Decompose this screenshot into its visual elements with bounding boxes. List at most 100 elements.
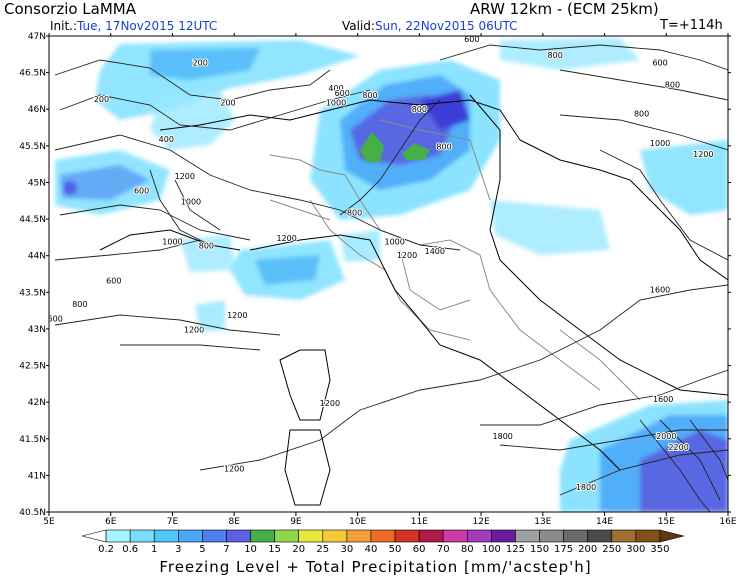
valid-time: Valid:Sun, 22Nov2015 06UTC [342, 19, 518, 33]
contour-label: 800 [72, 300, 87, 309]
colorbar-swatch [394, 529, 420, 543]
colorbar-label: 60 [413, 544, 426, 555]
contour-label: 800 [665, 80, 680, 89]
lat-label: 43.5N [19, 288, 46, 298]
lon-label: 7E [167, 517, 179, 527]
colorbar-label: 5 [199, 544, 205, 555]
lon-label: 8E [228, 517, 240, 527]
init-value: Tue, 17Nov2015 12UTC [77, 19, 218, 33]
lat-label: 45.5N [19, 142, 46, 152]
lon-label: 16E [719, 517, 736, 527]
contour-label: 1000 [384, 238, 404, 247]
contour-label: 400 [328, 84, 343, 93]
contour-label: 1000 [326, 99, 346, 108]
contour-label: 600 [464, 35, 479, 44]
lon-label: 11E [411, 517, 428, 527]
longitude-labels: 5E 6E 7E 8E 9E 10E 11E 12E 13E 14E 15E 16E [43, 517, 737, 527]
colorbar-label: 0.2 [98, 544, 114, 555]
colorbar-label: 200 [578, 544, 597, 555]
map-frame [48, 35, 729, 513]
contour-label: 2200 [668, 443, 688, 452]
precip-patch-green [360, 132, 384, 162]
contour-label: 1000 [181, 197, 201, 206]
title-left: Consorzio LaMMA [4, 0, 136, 18]
contour-label: 2000 [656, 432, 676, 441]
contour-label: 600 [335, 89, 350, 98]
footer-caption: Freezing Level + Total Precipitation [mm… [159, 558, 592, 576]
contour-label: 1000 [162, 238, 182, 247]
contour-label: 1800 [576, 483, 596, 492]
lat-label: 40.5N [19, 508, 46, 518]
colorbar-label: 100 [482, 544, 501, 555]
contour-label: 1200 [184, 326, 204, 335]
contour-label: 1400 [425, 247, 445, 256]
latitude-labels: 47N 46.5N 46N 45.5N 45N 44.5N 44N 43.5N 43N 42.5N… [19, 32, 46, 518]
contour-label: 1000 [650, 139, 670, 148]
contour-label: 600 [652, 58, 667, 67]
contour-label: 800 [548, 51, 563, 60]
contour-label: 1600 [653, 395, 673, 404]
init-time: Init.:Tue, 17Nov2015 12UTC [50, 19, 217, 33]
forecast-step: T=+114h [660, 18, 723, 33]
contour-label: 1200 [227, 311, 247, 320]
borders-coastlines [99, 94, 728, 506]
colorbar-swatch [539, 529, 564, 543]
colorbar-swatch [250, 529, 275, 543]
contour-label: 1200 [320, 399, 340, 408]
axis-ticks [46, 33, 731, 516]
contour-label: 800 [436, 143, 451, 152]
colorbar-label: 350 [650, 544, 669, 555]
contour-label: 800 [199, 241, 214, 250]
colorbar-label: 300 [626, 544, 645, 555]
contour-label: 800 [412, 105, 427, 114]
lat-label: 45N [28, 178, 46, 188]
lon-label: 9E [290, 517, 302, 527]
colorbar-label: 3 [175, 544, 181, 555]
contour-label: 400 [159, 135, 174, 144]
colorbar-swatch [346, 529, 372, 543]
colorbar-swatch [105, 529, 131, 543]
colorbar-swatch [298, 529, 324, 543]
colorbar-labels: 0.2 0.6 1 3 5 7 10 15 20 25 30 40 50 60 70 80 100 125 150 1… [98, 544, 669, 555]
lat-label: 42N [28, 398, 46, 408]
contour-label: 1200 [276, 234, 296, 243]
colorbar-label: 50 [389, 544, 402, 555]
colorbar-swatch [322, 529, 348, 543]
precip-patch-green [402, 143, 430, 160]
contour-label: 1200 [175, 172, 195, 181]
colorbar-swatch [202, 529, 227, 543]
colorbar-label: 30 [341, 544, 354, 555]
colorbar-label: 10 [244, 544, 257, 555]
lon-label: 15E [658, 517, 675, 527]
colorbar-swatch [442, 529, 468, 543]
lon-label: 13E [534, 517, 551, 527]
colorbar-label: 25 [316, 544, 329, 555]
colorbar-label: 80 [461, 544, 474, 555]
colorbar-swatch [611, 529, 637, 543]
colorbar-swatch [466, 529, 492, 543]
init-label: Init.: [50, 19, 78, 33]
colorbar-label: 70 [437, 544, 450, 555]
colorbar-label: 150 [530, 544, 549, 555]
valid-value: Sun, 22Nov2015 06UTC [374, 19, 518, 33]
colorbar-high-arrow [659, 529, 685, 543]
contour-label: 800 [362, 91, 377, 100]
lat-label: 44.5N [19, 215, 46, 225]
lat-label: 47N [28, 32, 46, 42]
contour-label: 800 [347, 208, 362, 217]
title-right: ARW 12km - (ECM 25km) [470, 0, 659, 18]
colorbar-label: 0.6 [122, 544, 138, 555]
lat-label: 46.5N [19, 69, 46, 79]
colorbar-swatch [226, 529, 251, 543]
colorbar-swatch [178, 529, 203, 543]
colorbar-swatch [153, 529, 179, 543]
contour-label: 600 [48, 315, 63, 324]
precipitation-colorbar [81, 529, 685, 543]
contour-label: 1600 [650, 285, 670, 294]
lat-label: 43N [28, 325, 46, 335]
colorbar-swatch [129, 529, 155, 543]
freezing-level-contours [54, 44, 728, 512]
contour-label: 200 [220, 99, 235, 108]
